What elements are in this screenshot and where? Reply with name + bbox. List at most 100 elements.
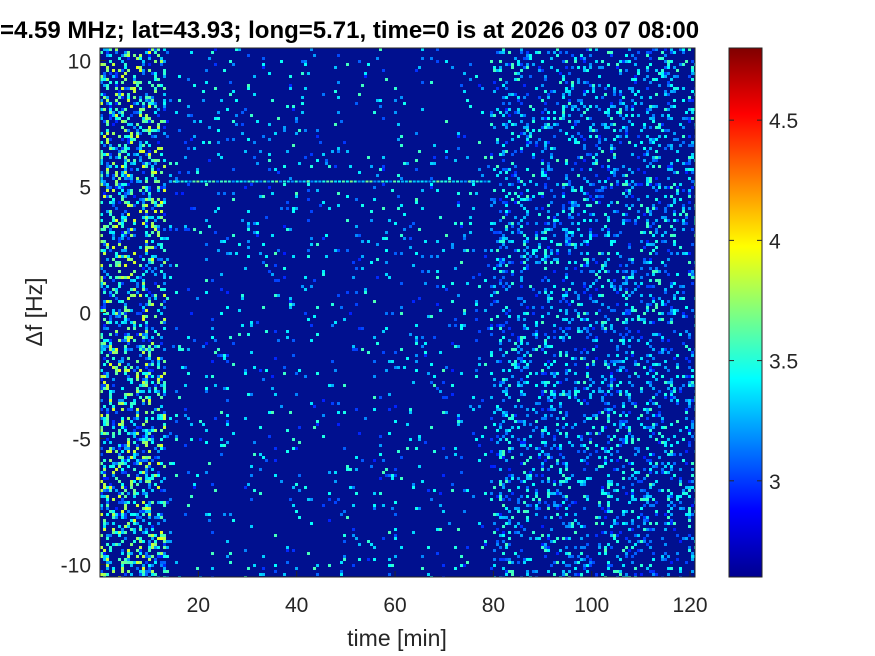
heatmap-cell — [649, 321, 652, 324]
heatmap-cell — [118, 237, 121, 240]
heatmap-cell — [505, 204, 508, 207]
heatmap-cell — [583, 468, 586, 471]
heatmap-cell — [571, 66, 574, 69]
heatmap-cell — [373, 111, 376, 114]
heatmap-cell — [103, 309, 106, 312]
heatmap-cell — [664, 135, 667, 138]
heatmap-cell — [655, 279, 658, 282]
heatmap-cell — [121, 282, 124, 285]
heatmap-cell — [673, 213, 676, 216]
heatmap-cell — [160, 336, 163, 339]
heatmap-cell — [151, 165, 154, 168]
heatmap-cell — [136, 447, 139, 450]
heatmap-cell — [508, 441, 511, 444]
heatmap-cell — [505, 150, 508, 153]
heatmap-cell — [670, 204, 673, 207]
heatmap-cell — [649, 408, 652, 411]
heatmap-cell — [493, 66, 496, 69]
heatmap-cell — [547, 177, 550, 180]
heatmap-cell — [232, 168, 235, 171]
heatmap-cell — [157, 123, 160, 126]
heatmap-cell — [151, 84, 154, 87]
heatmap-cell — [178, 396, 181, 399]
heatmap-cell — [148, 543, 151, 546]
heatmap-cell — [316, 306, 319, 309]
heatmap-cell — [625, 69, 628, 72]
heatmap-cell — [331, 150, 334, 153]
heatmap-cell — [619, 108, 622, 111]
heatmap-cell — [553, 258, 556, 261]
heatmap-cell — [682, 537, 685, 540]
heatmap-cell — [517, 315, 520, 318]
heatmap-cell — [493, 276, 496, 279]
heatmap-cell — [685, 60, 688, 63]
heatmap-cell — [634, 552, 637, 555]
heatmap-cell — [520, 204, 523, 207]
heatmap-cell — [631, 270, 634, 273]
heatmap-cell — [520, 225, 523, 228]
heatmap-cell — [553, 270, 556, 273]
heatmap-cell — [439, 351, 442, 354]
heatmap-cell — [526, 447, 529, 450]
heatmap-cell — [607, 219, 610, 222]
heatmap-cell — [397, 138, 400, 141]
heatmap-cell — [136, 276, 139, 279]
heatmap-cell — [520, 348, 523, 351]
heatmap-cell — [511, 240, 514, 243]
heatmap-cell — [574, 357, 577, 360]
heatmap-cell — [553, 195, 556, 198]
heatmap-cell — [589, 231, 592, 234]
heatmap-cell — [520, 255, 523, 258]
heatmap-cell — [586, 462, 589, 465]
heatmap-cell — [265, 330, 268, 333]
heatmap-cell — [133, 495, 136, 498]
heatmap-cell — [121, 450, 124, 453]
heatmap-cell — [589, 438, 592, 441]
heatmap-cell — [175, 474, 178, 477]
heatmap-cell — [313, 279, 316, 282]
heatmap-cell — [418, 228, 421, 231]
heatmap-cell — [367, 63, 370, 66]
heatmap-cell — [160, 357, 163, 360]
heatmap-cell — [157, 285, 160, 288]
heatmap-cell — [643, 519, 646, 522]
heatmap-cell — [415, 507, 418, 510]
heatmap-cell — [112, 132, 115, 135]
heatmap-cell — [469, 222, 472, 225]
heatmap-cell — [664, 303, 667, 306]
heatmap-cell — [493, 531, 496, 534]
heatmap-cell — [541, 390, 544, 393]
heatmap-cell — [466, 249, 469, 252]
heatmap-cell — [520, 384, 523, 387]
heatmap-cell — [340, 573, 343, 576]
heatmap-cell — [127, 87, 130, 90]
heatmap-cell — [157, 114, 160, 117]
heatmap-cell — [103, 552, 106, 555]
heatmap-cell — [130, 279, 133, 282]
heatmap-cell — [601, 327, 604, 330]
heatmap-cell — [139, 54, 142, 57]
heatmap-cell — [640, 183, 643, 186]
heatmap-cell — [142, 198, 145, 201]
heatmap-cell — [517, 297, 520, 300]
heatmap-cell — [565, 573, 568, 576]
heatmap-cell — [151, 411, 154, 414]
heatmap-cell — [100, 234, 103, 237]
heatmap-cell — [562, 108, 565, 111]
heatmap-cell — [604, 447, 607, 450]
heatmap-cell — [142, 309, 145, 312]
heatmap-cell — [490, 438, 493, 441]
heatmap-cell — [538, 69, 541, 72]
heatmap-cell — [517, 111, 520, 114]
heatmap-cell — [511, 225, 514, 228]
heatmap-cell — [319, 141, 322, 144]
heatmap-cell — [100, 264, 103, 267]
heatmap-cell — [130, 561, 133, 564]
heatmap-cell — [145, 573, 148, 576]
heatmap-cell — [100, 177, 103, 180]
heatmap-cell — [157, 417, 160, 420]
heatmap-cell — [100, 150, 103, 153]
heatmap-cell — [565, 159, 568, 162]
heatmap-cell — [586, 534, 589, 537]
heatmap-cell — [667, 204, 670, 207]
